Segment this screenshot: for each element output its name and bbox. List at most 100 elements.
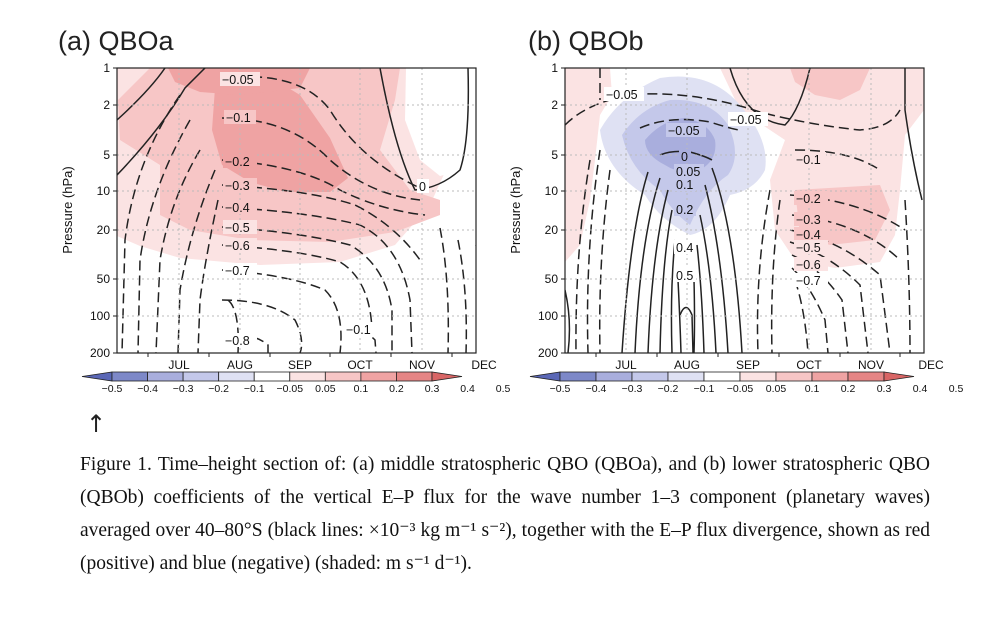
svg-text:0.1: 0.1: [676, 178, 693, 192]
panel-b: −0.05 −0.05 −0.05 0 0.05 0.1 0.2 0.4 0.5…: [508, 61, 963, 395]
colorbar-segment: [595, 371, 633, 382]
svg-text:−0.05: −0.05: [730, 113, 762, 127]
y-tick-label: 1: [103, 61, 110, 75]
svg-text:0.2: 0.2: [676, 203, 693, 217]
contour-label: 0.05: [674, 164, 704, 179]
colorbar-tick-label: −0.3: [622, 383, 643, 395]
colorbar-segment: [431, 371, 463, 382]
contour-label: −0.5: [223, 220, 257, 235]
colorbar-segment: [703, 371, 741, 382]
contour-dashed: [794, 149, 881, 171]
panel-b-xtick-marks: [595, 353, 901, 357]
panel-b-yticks: 1 2 5 10 20 50 100 200: [538, 61, 558, 360]
colorbar-tick-label: 0.3: [877, 383, 892, 395]
contour-label: −0.1: [344, 322, 376, 337]
x-tick-label: DEC: [471, 358, 497, 372]
colorbar-segment: [218, 371, 255, 382]
colorbar-segment: [360, 371, 397, 382]
contour-label: 0.2: [674, 202, 696, 217]
colorbar-tick-label: 0.4: [460, 383, 475, 395]
colorbar-segment: [111, 371, 148, 382]
shade-pos-mid: [790, 68, 870, 100]
colorbar-tick-label: 0.05: [315, 383, 336, 395]
up-arrow-icon: ↑: [86, 410, 107, 438]
contour-dashed: [575, 159, 591, 353]
x-tick-label: NOV: [858, 358, 884, 372]
colorbar-segment: [883, 371, 915, 382]
contour-solid: [711, 167, 743, 353]
contour-label: 0.5: [674, 268, 696, 283]
svg-text:0.05: 0.05: [676, 165, 700, 179]
svg-text:−0.5: −0.5: [225, 221, 250, 235]
panel-b-frame: [564, 67, 925, 354]
contour-dashed: [177, 169, 216, 353]
x-tick-label: AUG: [674, 358, 700, 372]
svg-text:−0.7: −0.7: [796, 274, 821, 288]
colorbar-segment: [559, 371, 597, 382]
x-tick-label: AUG: [227, 358, 253, 372]
contour-dashed: [221, 226, 393, 353]
contour-label: −0.7: [794, 273, 828, 288]
svg-text:−0.8: −0.8: [225, 334, 250, 348]
y-tick-label: 50: [97, 272, 111, 286]
contour-solid: [475, 245, 476, 353]
x-tick-label: DEC: [918, 358, 944, 372]
y-tick-label: 50: [545, 272, 559, 286]
panel-a-title: (a) QBOa: [58, 26, 174, 56]
svg-text:−0.4: −0.4: [225, 201, 250, 215]
contour-solid: [117, 68, 166, 121]
panel-a-colorbar: −0.5 −0.4 −0.3 −0.2 −0.1 −0.05 0.05 0.1 0.2 0.3 0.…: [81, 371, 511, 395]
y-tick-label: 5: [103, 148, 110, 162]
svg-text:−0.2: −0.2: [796, 192, 821, 206]
svg-text:−0.05: −0.05: [222, 73, 254, 87]
panel-b-xticks: JUL AUG SEP OCT NOV DEC: [615, 358, 944, 372]
y-tick-label: 10: [545, 184, 559, 198]
y-tick-label: 2: [551, 98, 558, 112]
x-tick-label: OCT: [796, 358, 822, 372]
y-axis-label: Pressure (hPa): [60, 166, 75, 253]
svg-text:0: 0: [681, 150, 688, 164]
shade-white-cut: [405, 68, 476, 176]
x-tick-label: JUL: [168, 358, 190, 372]
contour-dashed: [904, 199, 911, 353]
contour-solid: [117, 68, 206, 176]
svg-text:−0.6: −0.6: [225, 239, 250, 253]
contour-solid: [693, 279, 696, 353]
y-tick-label: 2: [103, 98, 110, 112]
x-tick-label: SEP: [288, 358, 312, 372]
contour-dashed: [439, 227, 450, 353]
x-tick-label: OCT: [347, 358, 373, 372]
panel-b-ytick-marks: [561, 67, 565, 354]
svg-text:−0.1: −0.1: [796, 153, 821, 167]
panel-a-contour-labels: −0.05 −0.1 −0.2 −0.3 −0.4 −0.5 −0.6 −0.7…: [220, 72, 429, 348]
colorbar-segment: [396, 371, 433, 382]
x-tick-label: NOV: [409, 358, 435, 372]
panel-b-colorbar: −0.5 −0.4 −0.3 −0.2 −0.1 −0.05 0.05 0.1 0.2 0.3 0.…: [529, 371, 963, 395]
y-tick-label: 100: [538, 309, 558, 323]
y-tick-label: 100: [90, 309, 110, 323]
contour-label: −0.05: [220, 72, 260, 87]
contour-dashed: [791, 214, 901, 261]
y-tick-label: 10: [97, 184, 111, 198]
colorbar-segment: [847, 371, 885, 382]
contour-solid: [379, 68, 470, 191]
contour-solid: [704, 184, 729, 353]
contour-dashed: [221, 159, 426, 216]
figure-canvas: −0.05 −0.1 −0.2 −0.3 −0.4 −0.5 −0.6 −0.7…: [60, 61, 963, 395]
colorbar-tick-label: 0.4: [913, 383, 928, 395]
svg-text:−0.05: −0.05: [606, 88, 638, 102]
contour-dashed: [137, 119, 191, 353]
contour-dashed: [457, 239, 468, 353]
contour-solid: [904, 68, 923, 201]
contour-solid: [647, 189, 669, 353]
contour-dashed: [221, 244, 373, 331]
contour-label: −0.5: [794, 240, 828, 255]
colorbar-segment: [631, 371, 669, 382]
y-tick-label: 200: [90, 346, 110, 360]
colorbar-tick-label: −0.4: [586, 383, 607, 395]
contour-solid: [696, 244, 705, 353]
contour-label: −0.8: [223, 333, 257, 348]
contour-label: −0.2: [223, 154, 257, 169]
figure-caption: Figure 1. Time–height section of: (a) mi…: [80, 454, 930, 574]
y-axis-label: Pressure (hPa): [508, 166, 523, 253]
